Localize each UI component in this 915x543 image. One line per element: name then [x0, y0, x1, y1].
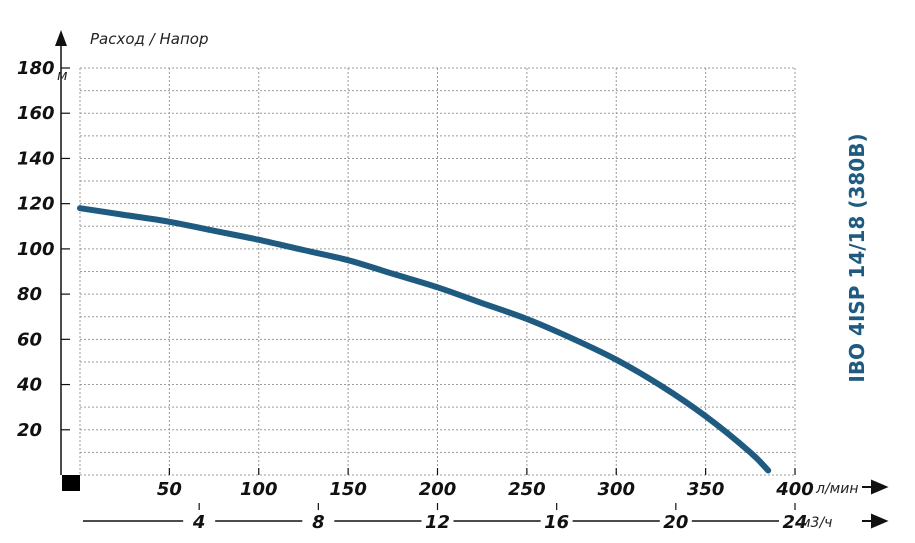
- x-secondary-tick-label: 12: [425, 512, 450, 533]
- y-tick-label: 20: [17, 420, 42, 441]
- x-secondary-tick-label: 24: [782, 512, 807, 533]
- y-tick-label: 60: [17, 329, 42, 350]
- x-axis-secondary-ticks: 4 8 12 16 20 24: [83, 503, 808, 533]
- y-tick-label: 180: [17, 58, 55, 79]
- series-layer: [77, 205, 772, 474]
- x-primary-tick-label: 200: [419, 479, 457, 500]
- y-tick-label: 80: [17, 284, 42, 305]
- x-primary-arrow-icon: [862, 479, 889, 495]
- x-primary-tick-label: 400: [775, 479, 814, 500]
- x-secondary-tick-label: 16: [544, 512, 569, 533]
- x-secondary-arrow-icon: [862, 513, 889, 529]
- model-label: IBO 4ISP 14/18 (380В): [845, 133, 869, 382]
- y-tick-label: 40: [16, 375, 42, 396]
- x-primary-tick-label: 250: [508, 479, 546, 500]
- x-primary-tick-label: 300: [597, 479, 635, 500]
- x-secondary-unit: м3/ч: [800, 515, 832, 531]
- y-tick-label: 100: [17, 239, 55, 260]
- x-secondary-tick-label: 4: [192, 512, 206, 533]
- x-secondary-tick-label: 20: [663, 512, 688, 533]
- grid: [79, 67, 796, 476]
- series-line: [77, 205, 772, 474]
- y-axis-unit: м: [57, 68, 68, 84]
- x-primary-tick-label: 150: [329, 479, 367, 500]
- y-tick-label: 140: [17, 148, 55, 169]
- x-primary-tick-label: 350: [687, 479, 725, 500]
- y-tick-label: 160: [17, 103, 55, 124]
- y-axis-title: Расход / Напор: [90, 30, 208, 48]
- x-primary-unit: л/мин: [815, 481, 858, 497]
- x-primary-tick-label: 100: [240, 479, 278, 500]
- x-primary-tick-label: 50: [157, 479, 182, 500]
- x-axis-primary-ticks: 50 100 150 200 250 300 350 400: [157, 468, 814, 500]
- x-secondary-tick-label: 8: [312, 512, 325, 533]
- y-axis-arrow-icon: [55, 30, 67, 46]
- y-axis-ticks: 20 40 60 80 100 120 140 160 180: [16, 58, 70, 441]
- origin-square-icon: [62, 475, 80, 491]
- y-tick-label: 120: [17, 194, 55, 215]
